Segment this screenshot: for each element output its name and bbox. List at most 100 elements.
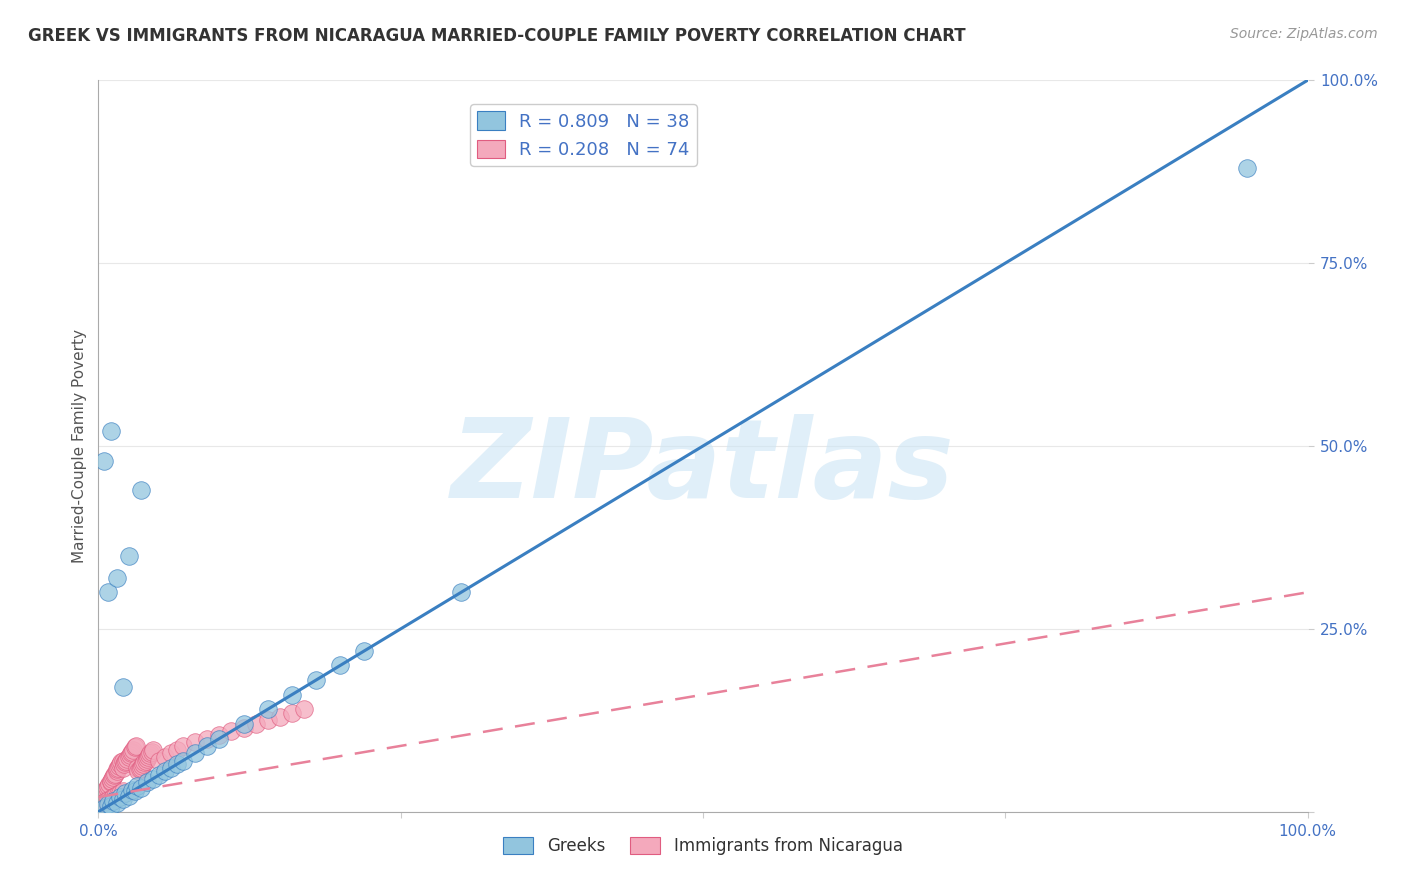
Point <box>245 717 267 731</box>
Point <box>184 746 207 760</box>
Point <box>111 784 134 798</box>
Point <box>101 770 124 784</box>
Point <box>100 775 122 789</box>
Point <box>153 764 176 779</box>
Point <box>94 782 117 797</box>
Point <box>135 754 157 768</box>
Point <box>96 781 118 796</box>
Point <box>111 754 134 768</box>
Point <box>142 772 165 786</box>
Point <box>93 784 115 798</box>
Point <box>108 790 131 805</box>
Point <box>93 801 115 815</box>
Point <box>98 777 121 791</box>
Point <box>124 740 146 755</box>
Point <box>139 746 162 760</box>
Point <box>90 797 112 812</box>
Point <box>134 755 156 769</box>
Point <box>111 791 134 805</box>
Point <box>90 791 112 805</box>
Point <box>1236 161 1258 175</box>
Point <box>94 795 117 809</box>
Point <box>195 731 218 746</box>
Point <box>184 735 207 749</box>
Text: GREEK VS IMMIGRANTS FROM NICARAGUA MARRIED-COUPLE FAMILY POVERTY CORRELATION CHA: GREEK VS IMMIGRANTS FROM NICARAGUA MARRI… <box>28 27 966 45</box>
Point <box>135 752 157 766</box>
Point <box>114 755 136 769</box>
Point <box>208 731 231 746</box>
Point <box>172 754 194 768</box>
Point <box>136 749 159 764</box>
Point <box>97 779 120 793</box>
Point <box>105 764 128 779</box>
Point <box>269 709 291 723</box>
Point <box>100 425 122 439</box>
Point <box>148 754 170 768</box>
Point <box>256 702 278 716</box>
Point <box>97 797 120 812</box>
Point <box>93 787 115 801</box>
Point <box>135 775 157 789</box>
Point <box>141 745 163 759</box>
Point <box>208 728 231 742</box>
Point <box>281 706 304 720</box>
Point <box>124 784 146 798</box>
Legend: Greeks, Immigrants from Nicaragua: Greeks, Immigrants from Nicaragua <box>496 830 910 862</box>
Point <box>125 739 148 753</box>
Point <box>91 789 114 803</box>
Point <box>100 774 122 789</box>
Point <box>160 761 183 775</box>
Point <box>129 483 152 497</box>
Point <box>129 781 152 796</box>
Point <box>111 761 134 775</box>
Point <box>153 749 176 764</box>
Point <box>128 762 150 776</box>
Point <box>121 782 143 797</box>
Point <box>108 759 131 773</box>
Point <box>114 787 136 801</box>
Point <box>105 796 128 810</box>
Point <box>122 742 145 756</box>
Point <box>118 749 141 764</box>
Point <box>103 768 125 782</box>
Point <box>91 796 114 810</box>
Point <box>172 739 194 753</box>
Point <box>108 757 131 772</box>
Point <box>108 786 131 800</box>
Point <box>100 772 122 786</box>
Point <box>118 747 141 762</box>
Point <box>105 571 128 585</box>
Point <box>118 789 141 803</box>
Point <box>117 752 139 766</box>
Point <box>115 754 138 768</box>
Point <box>104 789 127 803</box>
Point <box>127 761 149 775</box>
Point <box>127 779 149 793</box>
Point <box>101 790 124 805</box>
Point <box>101 794 124 808</box>
Point <box>97 585 120 599</box>
Point <box>132 757 155 772</box>
Text: Source: ZipAtlas.com: Source: ZipAtlas.com <box>1230 27 1378 41</box>
Point <box>107 787 129 801</box>
Point <box>232 721 254 735</box>
Point <box>195 739 218 753</box>
Point <box>166 742 188 756</box>
Point <box>232 717 254 731</box>
Point <box>353 644 375 658</box>
Point <box>118 549 141 563</box>
Point <box>89 794 111 808</box>
Point <box>110 755 132 769</box>
Point <box>160 746 183 760</box>
Point <box>329 658 352 673</box>
Point <box>256 714 278 728</box>
Point <box>148 768 170 782</box>
Point <box>112 757 135 772</box>
Point <box>120 746 142 760</box>
Point <box>100 791 122 805</box>
Point <box>221 724 243 739</box>
Point <box>292 702 315 716</box>
Point <box>105 762 128 776</box>
Point <box>121 745 143 759</box>
Point <box>142 742 165 756</box>
